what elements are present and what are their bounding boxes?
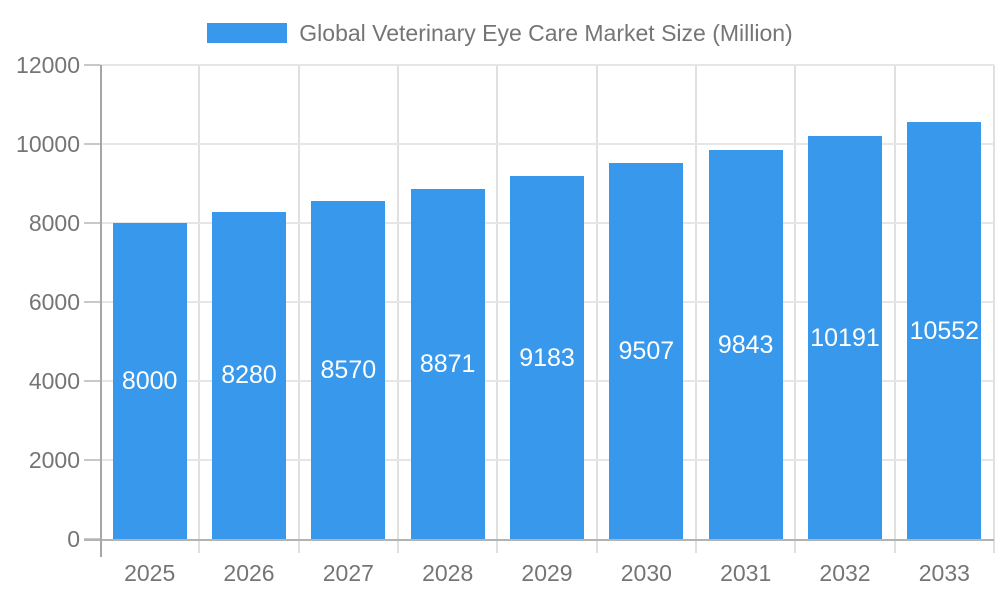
x-axis-label: 2032	[819, 560, 871, 586]
y-axis-label: 4000	[28, 368, 80, 394]
bar-value-label: 9183	[519, 343, 575, 372]
y-tick	[84, 143, 100, 145]
plot-area: 0 2000 4000 6000 8000 10000 12000 8000 2025 8280 2…	[16, 52, 995, 586]
y-tick	[84, 459, 100, 461]
v-gridline	[993, 65, 995, 553]
v-gridline	[198, 65, 201, 553]
y-tick	[84, 380, 100, 382]
x-axis-line	[84, 539, 994, 541]
v-gridline	[297, 65, 300, 553]
y-axis-label: 6000	[28, 289, 80, 315]
x-axis-label: 2030	[620, 560, 672, 586]
y-axis-label: 8000	[28, 210, 80, 236]
legend-swatch-icon	[207, 23, 288, 43]
bar-2029[interactable]: 9183	[510, 176, 584, 539]
bar-value-label: 10191	[810, 323, 880, 352]
y-tick	[84, 301, 100, 303]
y-tick	[84, 222, 100, 224]
x-axis-label: 2027	[322, 560, 374, 586]
y-gridline	[100, 64, 994, 66]
x-axis-label: 2028	[422, 560, 474, 586]
bar-value-label: 8871	[419, 349, 476, 378]
y-axis-label: 10000	[16, 131, 80, 157]
bar-value-label: 9843	[717, 330, 774, 359]
bar-value-label: 10552	[909, 316, 980, 345]
bar-2030[interactable]: 9507	[609, 163, 684, 539]
x-axis-label: 2026	[223, 560, 275, 586]
bar-value-label: 8280	[221, 361, 277, 390]
legend[interactable]: Global Veterinary Eye Care Market Size (…	[0, 18, 1000, 48]
x-axis-label: 2031	[720, 560, 772, 586]
bar-2028[interactable]: 8871	[410, 188, 485, 539]
legend-label: Global Veterinary Eye Care Market Size (…	[299, 20, 793, 46]
bar-2027[interactable]: 8570	[311, 200, 386, 539]
v-gridline	[695, 65, 697, 553]
x-axis-label: 2025	[124, 560, 176, 586]
bar-2025[interactable]: 8000	[112, 223, 187, 539]
v-gridline	[893, 65, 896, 553]
bar-2033[interactable]: 10552	[907, 122, 982, 539]
bar-2026[interactable]: 8280	[212, 211, 286, 539]
v-gridline	[595, 65, 598, 553]
bar-2031[interactable]: 9843	[708, 150, 783, 539]
y-axis-label: 2000	[28, 447, 80, 473]
bar-value-label: 8000	[121, 367, 178, 395]
y-axis-line	[100, 65, 102, 557]
v-gridline	[496, 65, 499, 553]
y-axis-label: 0	[67, 526, 80, 552]
y-axis-label: 12000	[16, 52, 80, 78]
bar-value-label: 8570	[320, 355, 377, 384]
x-axis-label: 2033	[918, 560, 970, 586]
bar-2032[interactable]: 10191	[808, 136, 882, 539]
y-tick	[84, 64, 100, 66]
v-gridline	[794, 65, 797, 553]
y-gridline	[100, 143, 994, 145]
x-axis-label: 2029	[521, 560, 573, 586]
v-gridline	[397, 65, 399, 553]
bar-value-label: 9507	[618, 337, 675, 366]
